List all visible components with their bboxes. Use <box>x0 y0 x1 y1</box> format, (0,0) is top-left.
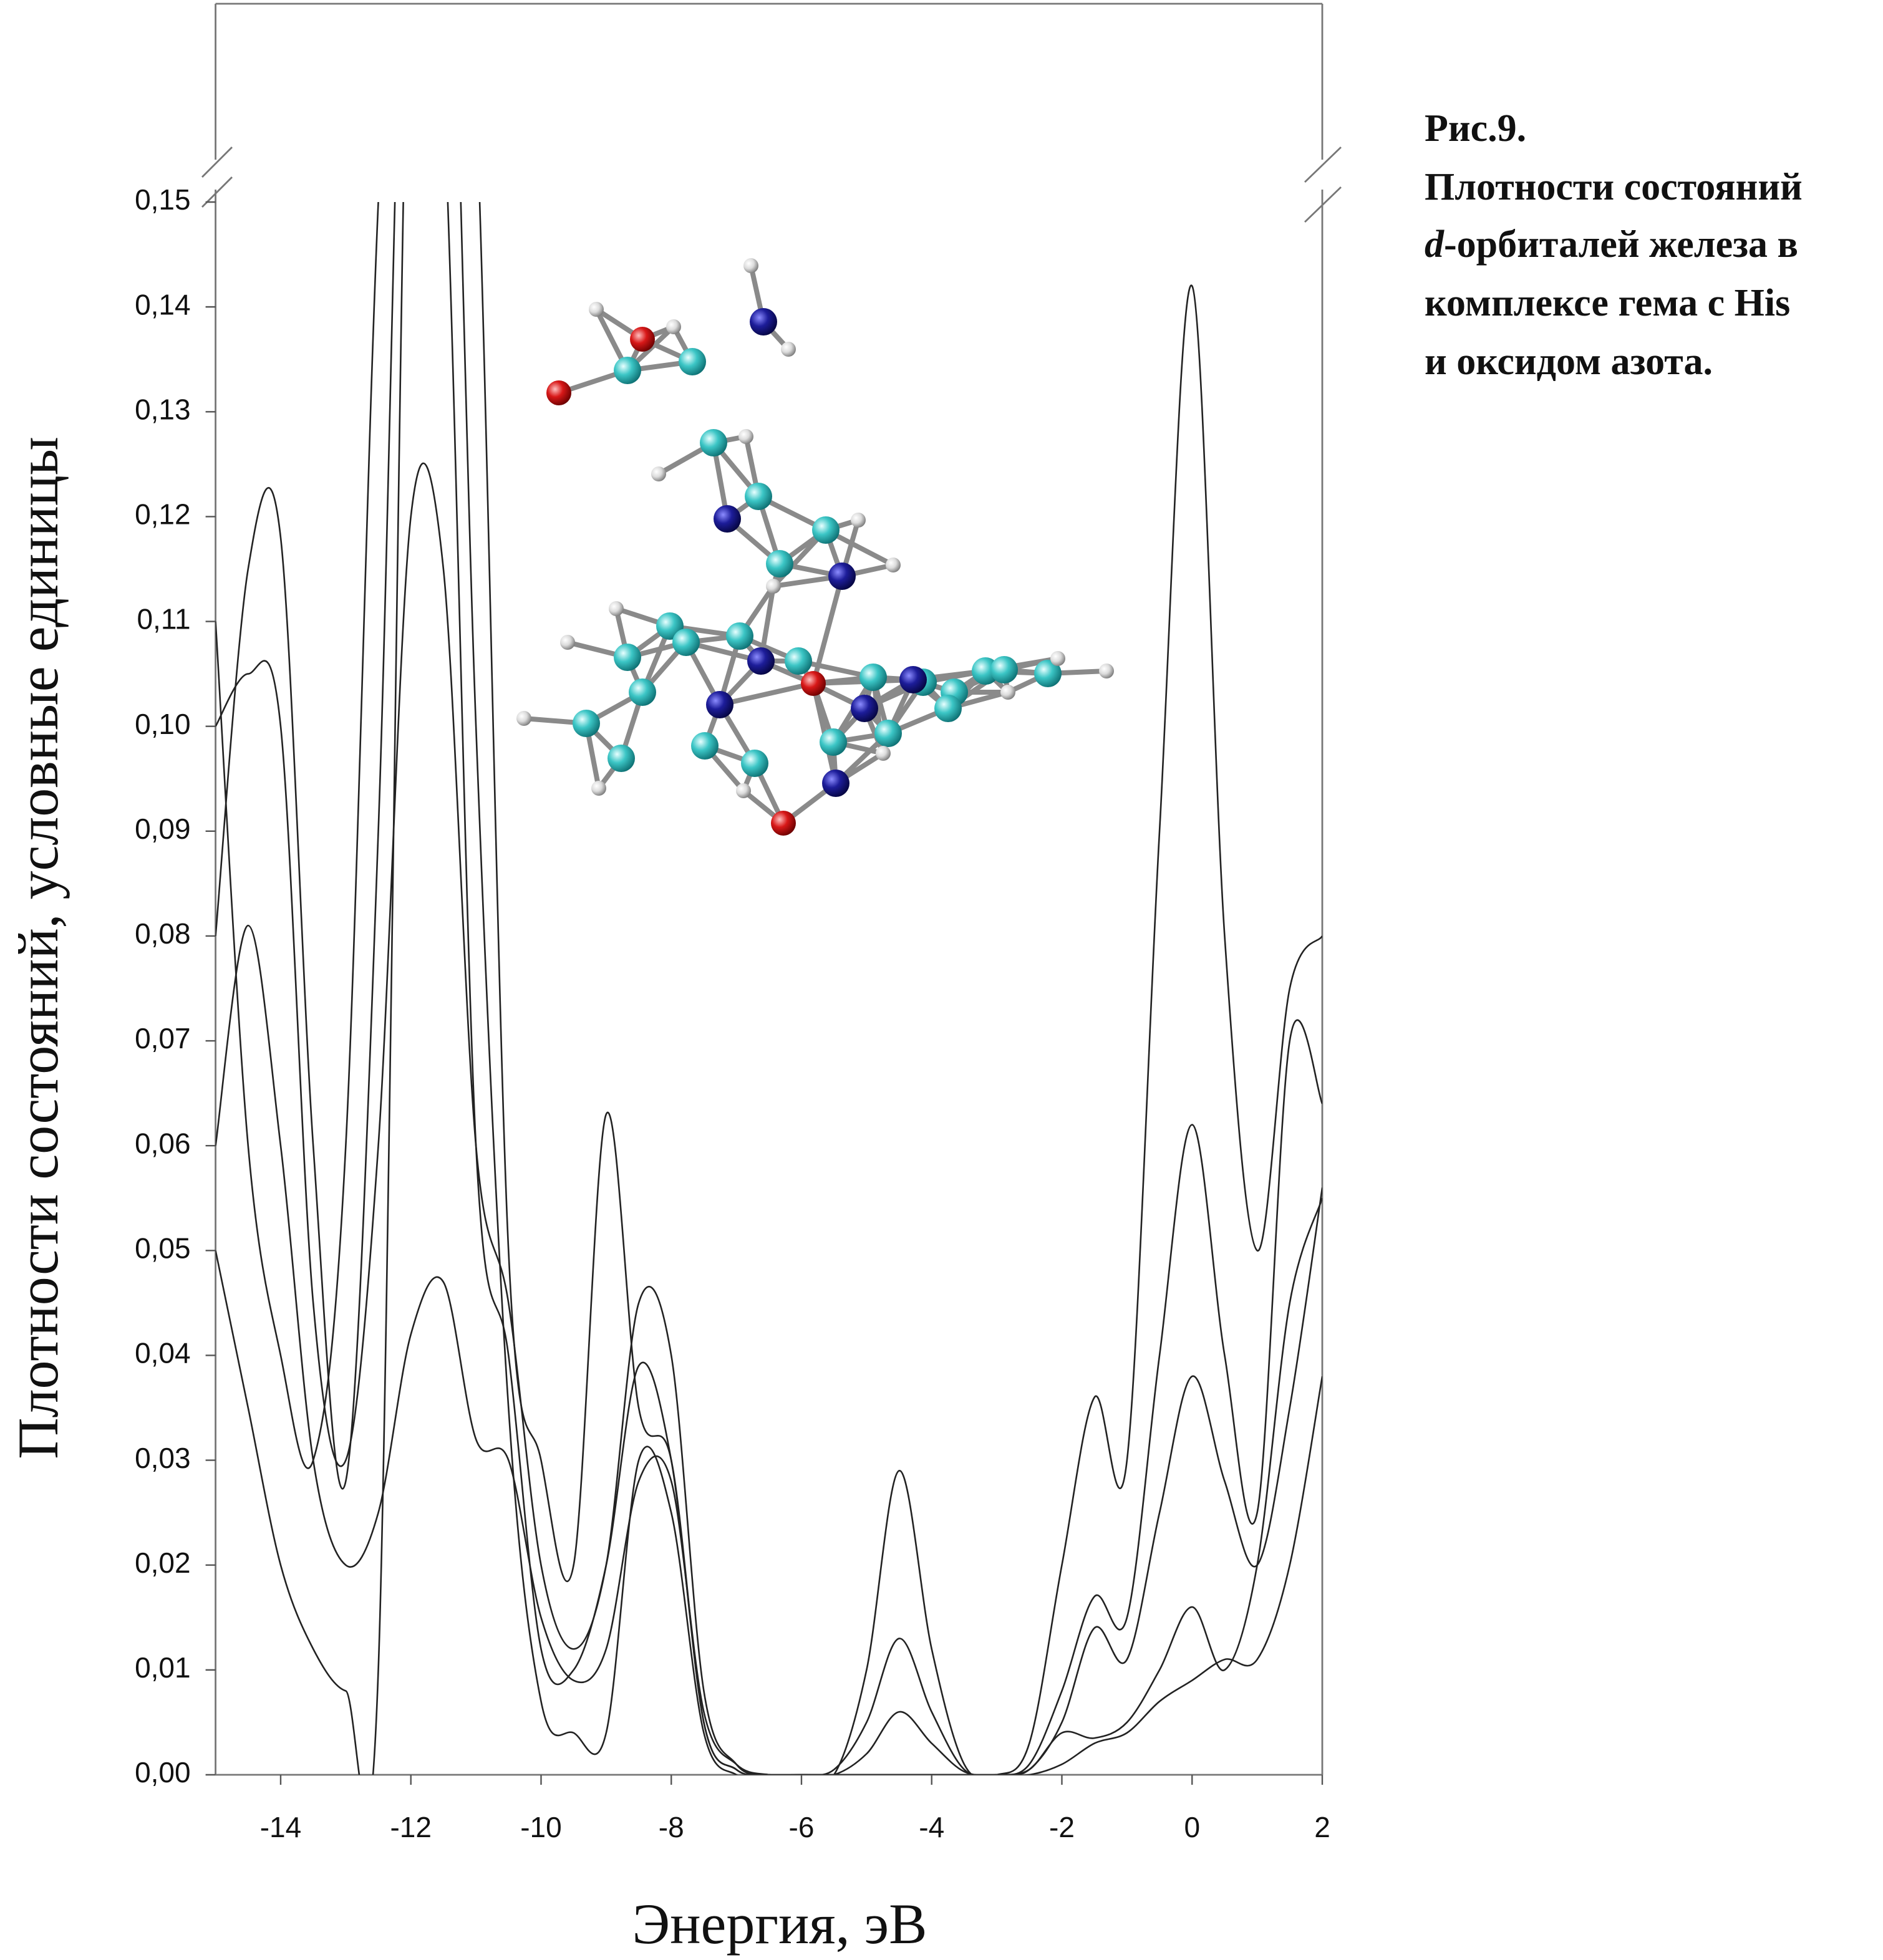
x-tick-label: -4 <box>919 1811 944 1843</box>
atom <box>700 429 727 456</box>
caption-line: и оксидом азота. <box>1425 340 1713 383</box>
atom <box>614 357 641 384</box>
atom <box>706 691 733 718</box>
bond <box>717 681 816 707</box>
atom <box>851 513 866 528</box>
y-tick-label: 0,05 <box>135 1232 191 1264</box>
atom <box>876 746 891 761</box>
atom <box>1099 664 1114 678</box>
y-tick-label: 0,01 <box>135 1651 191 1684</box>
atom <box>714 505 741 533</box>
x-tick-label: 2 <box>1314 1811 1330 1843</box>
atom <box>771 811 796 836</box>
y-tick-label: 0,10 <box>135 708 191 740</box>
y-tick-label: 0,15 <box>135 183 191 216</box>
atom <box>934 695 962 722</box>
atom <box>666 319 681 334</box>
atom <box>630 327 655 352</box>
y-tick-label: 0,13 <box>135 393 191 425</box>
atom <box>691 732 719 760</box>
atom <box>560 635 575 650</box>
atom <box>745 483 772 510</box>
dos-curve <box>215 462 1323 1775</box>
y-tick-label: 0,03 <box>135 1442 191 1474</box>
dos-curve <box>215 202 1323 1775</box>
atom <box>820 728 847 756</box>
y-tick-label: 0,00 <box>135 1756 191 1789</box>
x-tick-label: -2 <box>1049 1811 1075 1843</box>
axis-break <box>1304 186 1342 223</box>
x-tick-label: -14 <box>260 1811 301 1843</box>
atom <box>573 710 600 737</box>
atom <box>726 622 753 650</box>
caption: Рис.9. Плотности состояний d-орбиталей ж… <box>1425 107 1812 383</box>
bond <box>811 574 845 686</box>
y-axis-label: Плотности состояний, условные единицы <box>6 437 70 1459</box>
atom <box>679 348 706 375</box>
x-axis-label: Энергия, эВ <box>632 1892 927 1956</box>
atom <box>766 579 781 594</box>
atom <box>766 550 793 577</box>
axis-break <box>1304 146 1342 183</box>
atom <box>874 720 902 747</box>
x-tick-label: 0 <box>1184 1811 1200 1843</box>
y-tick-label: 0,12 <box>135 498 191 531</box>
molecule-image <box>516 258 1114 836</box>
x-tick-label: -8 <box>659 1811 684 1843</box>
caption-line: комплексе гема с His <box>1425 282 1790 324</box>
atom <box>785 647 812 675</box>
x-tick-label: -6 <box>789 1811 815 1843</box>
atom <box>781 342 796 357</box>
atom <box>607 745 635 772</box>
axis-break <box>201 147 233 178</box>
atom <box>851 695 878 722</box>
atom <box>886 558 901 572</box>
atom <box>591 781 606 796</box>
atom <box>546 380 571 405</box>
atom <box>812 516 840 544</box>
caption-line: -орбиталей железа в <box>1444 223 1798 266</box>
y-tick-label: 0,11 <box>137 603 190 635</box>
plot-lines <box>215 202 1323 1775</box>
atom <box>801 671 826 696</box>
atom <box>516 711 531 726</box>
atom <box>614 644 641 671</box>
caption-line: d <box>1425 223 1445 266</box>
y-tick-label: 0,09 <box>135 813 191 845</box>
atom <box>750 308 777 336</box>
atom <box>651 466 666 481</box>
atom <box>736 783 751 798</box>
y-tick-label: 0,08 <box>135 917 191 950</box>
x-tick-label: -12 <box>390 1811 431 1843</box>
dos-curve <box>215 202 1323 1775</box>
y-tick-label: 0,14 <box>135 288 191 321</box>
dos-curve <box>215 202 1323 1775</box>
atom <box>609 601 624 616</box>
atom <box>589 302 604 317</box>
y-tick-label: 0,07 <box>135 1022 191 1055</box>
atom <box>747 647 775 675</box>
y-tick-label: 0,04 <box>135 1337 191 1369</box>
caption-line: Рис.9. <box>1425 107 1526 150</box>
atom <box>743 258 758 273</box>
caption-line: Плотности состояний <box>1425 166 1803 208</box>
atom <box>629 678 656 706</box>
dos-curve <box>215 924 1323 1775</box>
atom <box>1050 651 1065 666</box>
y-tick-label: 0,02 <box>135 1547 191 1579</box>
atom <box>741 750 768 777</box>
atom <box>1000 685 1015 700</box>
y-tick-label: 0,06 <box>135 1127 191 1159</box>
atom <box>828 562 856 590</box>
atom <box>1034 660 1062 687</box>
atom <box>822 770 850 797</box>
atom <box>672 629 700 656</box>
x-tick-label: -10 <box>520 1811 561 1843</box>
atom <box>738 429 753 444</box>
atom <box>859 664 887 691</box>
atom <box>990 656 1018 683</box>
atom <box>899 666 927 693</box>
